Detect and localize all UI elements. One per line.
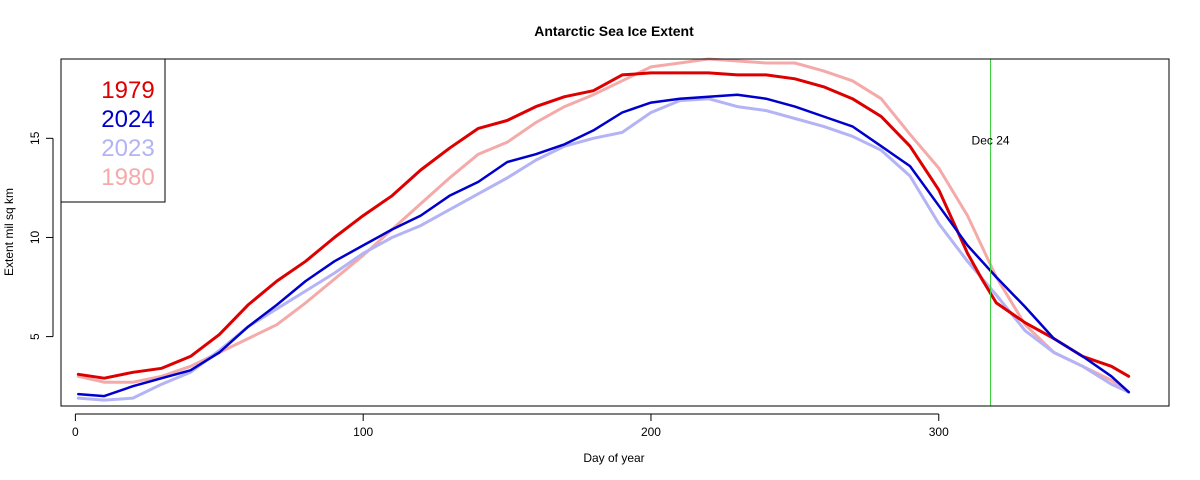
series-line-1980 bbox=[76, 57, 1131, 394]
x-tick-label: 100 bbox=[353, 425, 373, 439]
chart-title: Antarctic Sea Ice Extent bbox=[534, 23, 694, 39]
y-tick-label: 15 bbox=[28, 131, 42, 145]
plot-area bbox=[76, 57, 1131, 406]
annotation-label: Dec 24 bbox=[972, 133, 1010, 147]
y-axis-label: Extent mil sq km bbox=[2, 188, 16, 276]
x-tick-label: 200 bbox=[641, 425, 661, 439]
axes: 0 100 200 300 5 10 15 bbox=[28, 58, 1170, 439]
x-tick-label: 0 bbox=[72, 425, 79, 439]
plot-frame bbox=[60, 58, 1170, 407]
series-line-2024 bbox=[77, 93, 1130, 398]
y-tick-label: 5 bbox=[28, 333, 42, 340]
legend-box bbox=[60, 58, 166, 203]
x-tick-label: 300 bbox=[929, 425, 949, 439]
x-axis-label: Day of year bbox=[583, 451, 644, 465]
y-tick-label: 10 bbox=[28, 230, 42, 244]
legend-entry-2024: 2024 bbox=[101, 106, 154, 133]
legend-entry-1980: 1980 bbox=[101, 164, 154, 191]
legend-entry-2023: 2023 bbox=[101, 135, 154, 162]
legend-entry-1979: 1979 bbox=[101, 77, 154, 104]
series-line-1979 bbox=[76, 71, 1131, 380]
